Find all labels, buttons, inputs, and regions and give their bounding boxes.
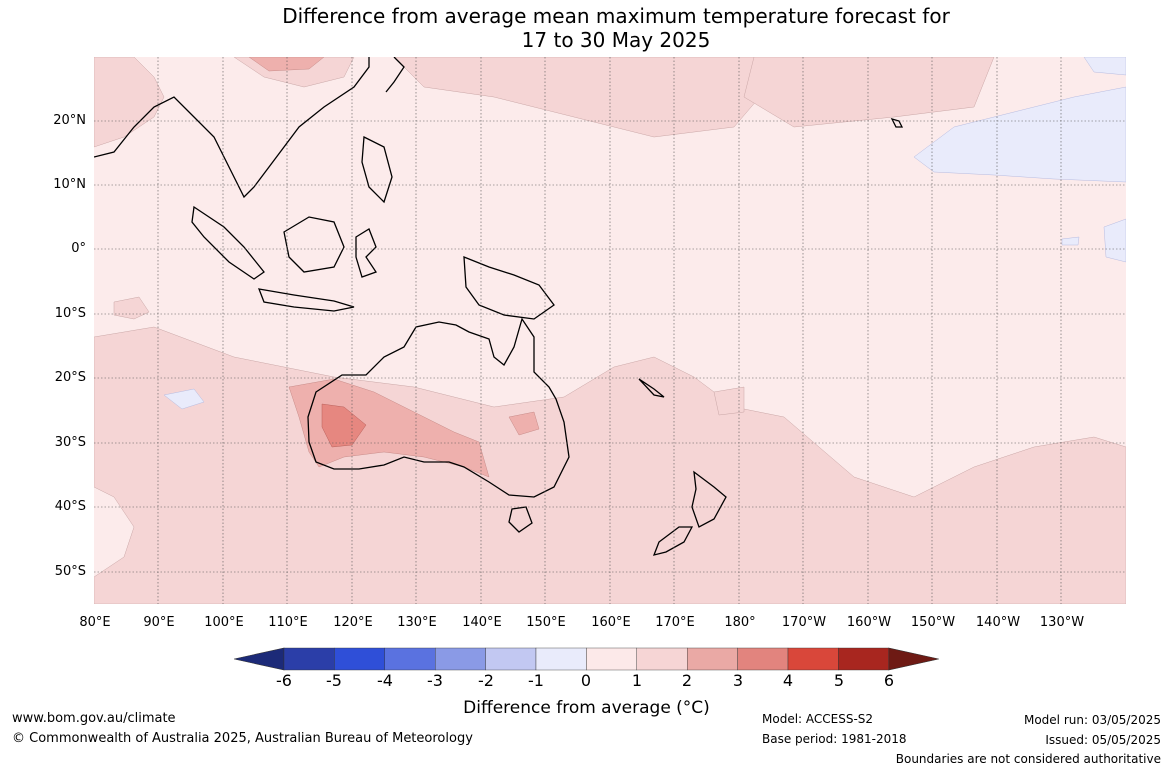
lon-label-90e: 90°E (143, 615, 175, 630)
model-run-date: Model run: 03/05/2025 (1023, 713, 1161, 727)
lon-label-140w: 140°W (975, 615, 1021, 630)
colorbar-tick: -5 (326, 671, 342, 690)
graticule (94, 57, 1126, 604)
colorbar (234, 647, 939, 671)
japan-coastline (385, 57, 405, 93)
title-line-2: 17 to 30 May 2025 (521, 28, 711, 52)
colorbar-cell (283, 647, 335, 671)
lat-label-0: 0° (71, 241, 86, 256)
colorbar-tick: 4 (782, 671, 794, 690)
colorbar-tick: 6 (883, 671, 895, 690)
colorbar-tick: 5 (833, 671, 845, 690)
lat-label-20s: 20°S (54, 370, 86, 385)
lon-label-140e: 140°E (462, 615, 502, 630)
map-canvas (94, 57, 1126, 604)
lon-label-120e: 120°E (333, 615, 373, 630)
colorbar-cell (384, 647, 436, 671)
anomaly-2-to-3-region (248, 57, 540, 478)
lon-label-160w: 160°W (846, 615, 892, 630)
colorbar-cell (586, 647, 637, 671)
colorbar-tick: -1 (528, 671, 544, 690)
colorbar-cell (687, 647, 738, 671)
colorbar-tick: 1 (631, 671, 643, 690)
colorbar-tick: -3 (427, 671, 443, 690)
lon-label-150w: 150°W (910, 615, 956, 630)
colorbar-cell (434, 647, 486, 671)
lon-label-160e: 160°E (591, 615, 631, 630)
coastlines (94, 57, 904, 556)
colorbar-cells (234, 647, 939, 671)
issued-date: Issued: 05/05/2025 (1045, 733, 1161, 747)
new-zealand-north-coastline (691, 470, 727, 528)
new-guinea-coastline (463, 256, 555, 320)
lon-label-130w: 130°W (1039, 615, 1085, 630)
model-name: Model: ACCESS-S2 (762, 712, 874, 726)
colorbar-cell (838, 647, 890, 671)
colorbar-cell (334, 647, 386, 671)
colorbar-tick: 3 (732, 671, 744, 690)
new-zealand-south-coastline (652, 526, 694, 556)
colorbar-cell (787, 647, 839, 671)
colorbar-cell (636, 647, 688, 671)
chart-title: Difference from average mean maximum tem… (0, 4, 1173, 52)
forecast-map (94, 57, 1126, 604)
lon-label-170w: 170°W (781, 615, 827, 630)
borneo-coastline (283, 216, 345, 273)
lon-label-130e: 130°E (397, 615, 437, 630)
boundaries-disclaimer: Boundaries are not considered authoritat… (895, 752, 1161, 766)
colorbar-tick: -6 (276, 671, 292, 690)
lat-label-10n: 10°N (53, 177, 86, 192)
lat-label-20n: 20°N (53, 113, 86, 128)
lon-label-80e: 80°E (79, 615, 111, 630)
lat-label-50s: 50°S (54, 564, 86, 579)
anomaly-negative-regions (163, 57, 1126, 410)
sulawesi-coastline (355, 228, 378, 278)
philippines-coastline (361, 135, 393, 204)
colorbar-extend-high (888, 647, 939, 671)
anomaly-3-to-4-region (321, 403, 367, 448)
hawaii-coastline (890, 117, 904, 128)
colorbar-label: Difference from average (°C) (463, 698, 710, 718)
lon-label-110e: 110°E (268, 615, 308, 630)
base-period: Base period: 1981-2018 (762, 732, 907, 746)
lon-label-100e: 100°E (204, 615, 244, 630)
title-line-1: Difference from average mean maximum tem… (282, 4, 950, 28)
copyright-text: © Commonwealth of Australia 2025, Austra… (12, 731, 473, 746)
colorbar-tick: -2 (478, 671, 494, 690)
lon-label-150e: 150°E (526, 615, 566, 630)
lon-label-170e: 170°E (655, 615, 695, 630)
tasmania-coastline (508, 506, 533, 533)
mainland-asia-coastline (94, 57, 370, 199)
colorbar-cell (535, 647, 587, 671)
colorbar-cell (737, 647, 789, 671)
australia-coastline (307, 317, 570, 498)
lat-label-10s: 10°S (54, 306, 86, 321)
colorbar-tick: -4 (377, 671, 393, 690)
website-link[interactable]: www.bom.gov.au/climate (12, 711, 176, 726)
sumatra-coastline (191, 205, 265, 280)
colorbar-extend-low (234, 647, 285, 671)
colorbar-tick: 2 (681, 671, 693, 690)
colorbar-cell (485, 647, 537, 671)
colorbar-tick: 0 (580, 671, 592, 690)
lat-label-30s: 30°S (54, 435, 86, 450)
java-coastline (257, 288, 355, 312)
lat-label-40s: 40°S (54, 499, 86, 514)
lon-label-180: 180° (724, 615, 756, 630)
new-caledonia-coastline (638, 378, 665, 398)
